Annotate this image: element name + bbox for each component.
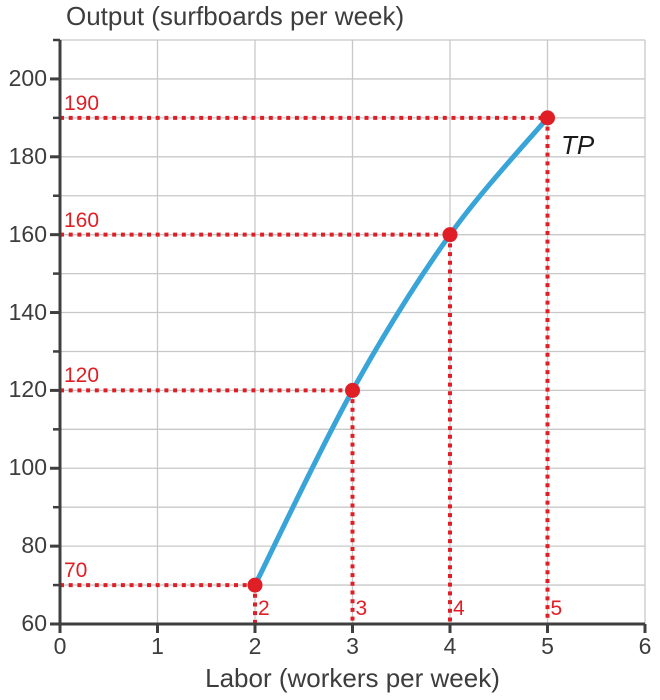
y-axis-title: Output (surfboards per week) — [66, 1, 405, 31]
tp-curve — [252, 115, 550, 588]
data-point — [442, 227, 458, 243]
data-point — [247, 577, 263, 593]
data-point — [540, 110, 555, 126]
data-point — [345, 382, 360, 398]
